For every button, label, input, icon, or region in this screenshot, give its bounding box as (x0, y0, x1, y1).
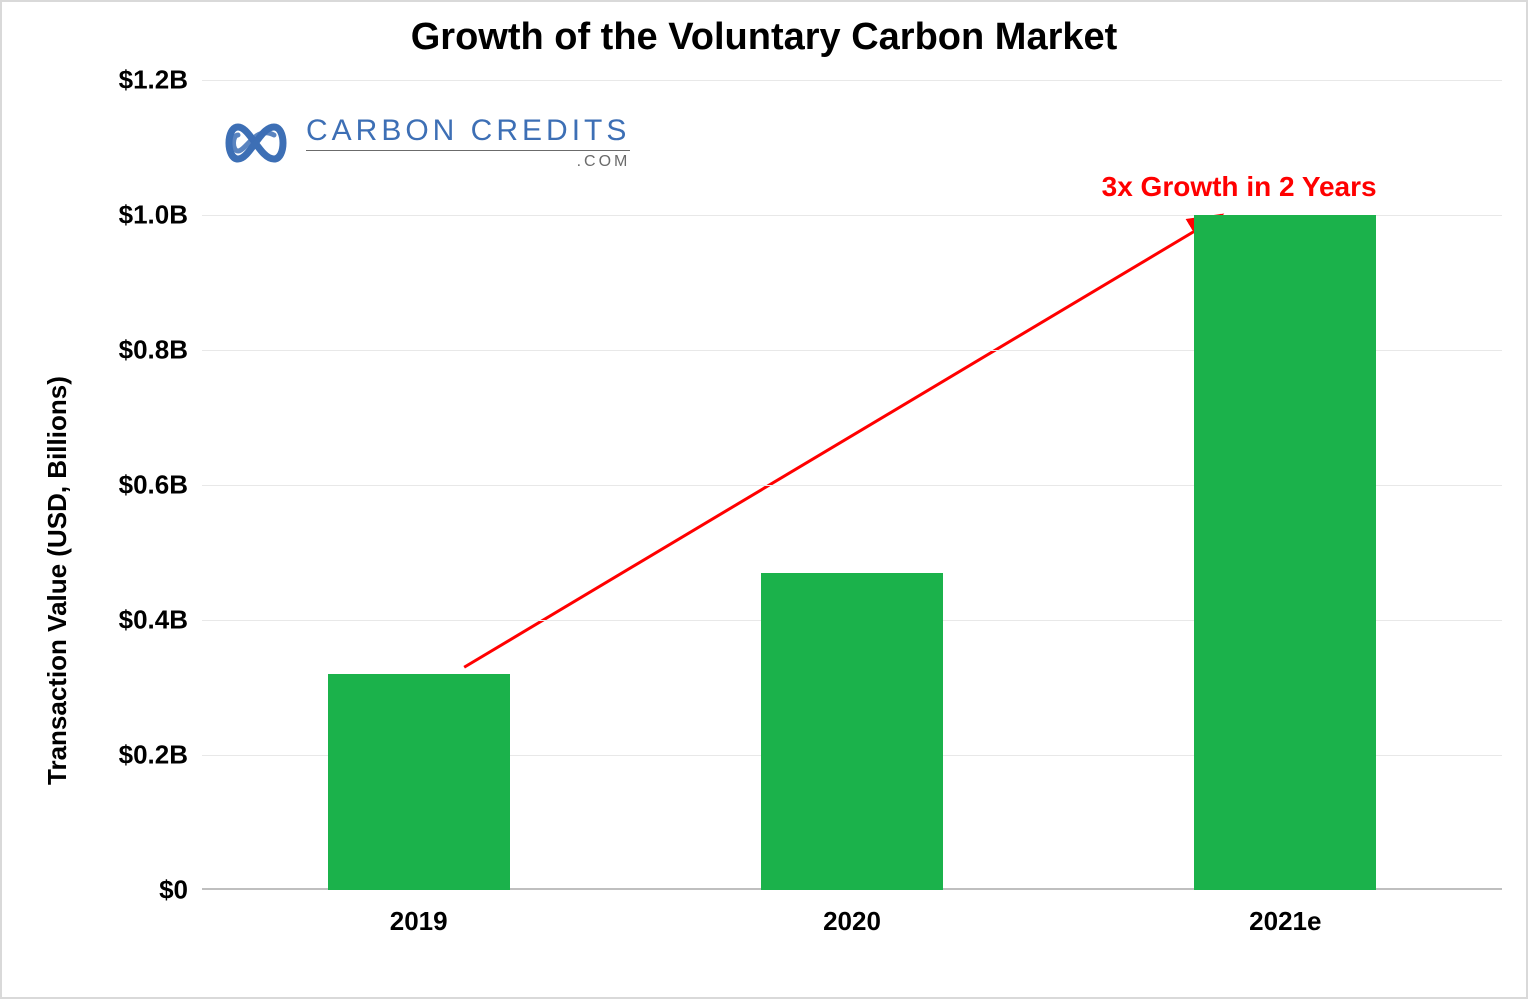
chart-title: Growth of the Voluntary Carbon Market (2, 16, 1526, 59)
logo-text-sub: .COM (306, 150, 630, 171)
y-tick-label: $0.8B (78, 335, 188, 366)
bar (1194, 215, 1376, 890)
x-tick-label: 2019 (390, 906, 448, 937)
infinity-icon (220, 117, 292, 169)
y-tick-label: $0 (78, 875, 188, 906)
y-tick-label: $0.4B (78, 605, 188, 636)
x-tick-label: 2021e (1249, 906, 1321, 937)
logo-text-main: CARBON CREDITS (306, 114, 630, 148)
grid-line (202, 80, 1502, 81)
carbon-credits-logo: CARBON CREDITS .COM (220, 114, 630, 171)
chart-frame: Growth of the Voluntary Carbon Market Tr… (0, 0, 1528, 999)
y-axis-title: Transaction Value (USD, Billions) (42, 376, 73, 785)
y-tick-label: $1.2B (78, 65, 188, 96)
bar (761, 573, 943, 890)
y-tick-label: $0.2B (78, 740, 188, 771)
x-tick-label: 2020 (823, 906, 881, 937)
growth-annotation: 3x Growth in 2 Years (1102, 171, 1377, 203)
y-tick-label: $1.0B (78, 200, 188, 231)
y-tick-label: $0.6B (78, 470, 188, 501)
bar (328, 674, 510, 890)
